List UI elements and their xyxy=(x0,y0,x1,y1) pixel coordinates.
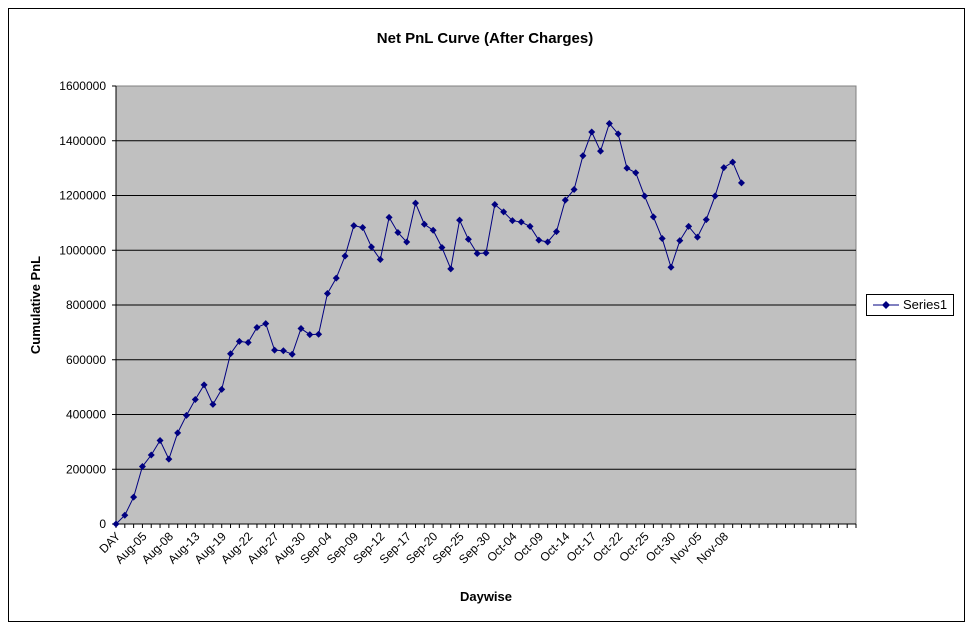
data-point xyxy=(209,400,217,408)
legend-series-marker xyxy=(873,301,899,309)
data-point xyxy=(720,164,728,172)
data-point xyxy=(561,196,569,204)
y-tick-label: 1600000 xyxy=(59,79,106,93)
data-point xyxy=(403,238,411,246)
data-point xyxy=(535,236,543,244)
legend-label-series1: Series1 xyxy=(903,297,948,312)
data-point xyxy=(552,228,560,236)
data-point xyxy=(138,463,146,471)
data-point xyxy=(473,250,481,258)
data-point xyxy=(597,147,605,155)
y-tick-label: 1000000 xyxy=(59,243,106,257)
data-point xyxy=(367,243,375,251)
data-point xyxy=(174,429,182,437)
data-point xyxy=(464,235,472,243)
data-point xyxy=(711,192,719,200)
chart-title: Net PnL Curve (After Charges) xyxy=(377,30,593,47)
data-point xyxy=(306,331,314,339)
data-point xyxy=(288,350,296,358)
data-point xyxy=(447,265,455,273)
x-axis-title: Daywise xyxy=(460,589,512,604)
data-point xyxy=(156,437,164,445)
data-point xyxy=(191,395,199,403)
data-point xyxy=(130,493,138,501)
legend: Series1 xyxy=(866,294,954,316)
data-point xyxy=(279,347,287,355)
data-point xyxy=(420,220,428,228)
data-point xyxy=(147,451,155,459)
y-tick-label: 0 xyxy=(99,517,106,531)
data-point xyxy=(649,213,657,221)
data-point xyxy=(685,222,693,230)
data-point xyxy=(412,199,420,207)
data-point xyxy=(165,455,173,463)
y-tick-labels: 0 200000 400000 600000 800000 1000000 1200000 1… xyxy=(59,79,106,531)
data-point xyxy=(227,350,235,358)
data-point xyxy=(456,216,464,224)
data-point xyxy=(438,244,446,252)
data-point xyxy=(429,226,437,234)
data-point xyxy=(297,325,305,333)
data-point xyxy=(579,152,587,160)
data-point xyxy=(182,411,190,419)
data-point xyxy=(641,192,649,200)
data-point xyxy=(729,158,737,166)
data-point xyxy=(244,339,252,347)
data-point xyxy=(315,330,323,338)
y-tick-label: 400000 xyxy=(66,408,106,422)
series-layer xyxy=(112,120,745,528)
data-point xyxy=(112,520,120,528)
data-point xyxy=(218,385,226,393)
x-tick-labels: DAYAug-05Aug-08Aug-13Aug-19Aug-22Aug-27A… xyxy=(96,529,731,566)
y-tick-label: 1200000 xyxy=(59,189,106,203)
data-point xyxy=(121,511,129,519)
data-point xyxy=(526,222,534,230)
data-point xyxy=(253,323,261,331)
data-point xyxy=(544,238,552,246)
data-point xyxy=(341,252,349,260)
data-point xyxy=(262,320,270,328)
axes xyxy=(112,85,857,528)
data-point xyxy=(376,256,384,264)
y-tick-label: 600000 xyxy=(66,353,106,367)
data-point xyxy=(588,128,596,136)
data-point xyxy=(491,201,499,209)
data-point xyxy=(394,228,402,236)
data-point xyxy=(570,185,578,193)
data-point xyxy=(658,234,666,242)
data-point xyxy=(323,290,331,298)
data-point xyxy=(667,263,675,271)
y-tick-label: 200000 xyxy=(66,462,106,476)
data-point xyxy=(350,222,358,230)
series-line xyxy=(115,122,742,525)
data-point xyxy=(271,346,279,354)
data-point xyxy=(737,179,745,187)
data-point xyxy=(676,237,684,245)
data-point xyxy=(693,233,701,241)
y-tick-label: 800000 xyxy=(66,298,106,312)
data-point xyxy=(385,213,393,221)
y-tick-label: 1400000 xyxy=(59,134,106,148)
data-point xyxy=(605,120,613,128)
data-point xyxy=(632,169,640,177)
data-point xyxy=(332,274,340,282)
data-point xyxy=(200,381,208,389)
data-point xyxy=(235,337,243,345)
data-point xyxy=(359,224,367,232)
data-point xyxy=(623,164,631,172)
data-point xyxy=(614,130,622,138)
data-point xyxy=(517,218,525,226)
data-point xyxy=(508,217,516,225)
data-point xyxy=(500,208,508,216)
data-point xyxy=(482,249,490,257)
y-axis-title: Cumulative PnL xyxy=(28,256,43,354)
data-point xyxy=(702,216,710,224)
